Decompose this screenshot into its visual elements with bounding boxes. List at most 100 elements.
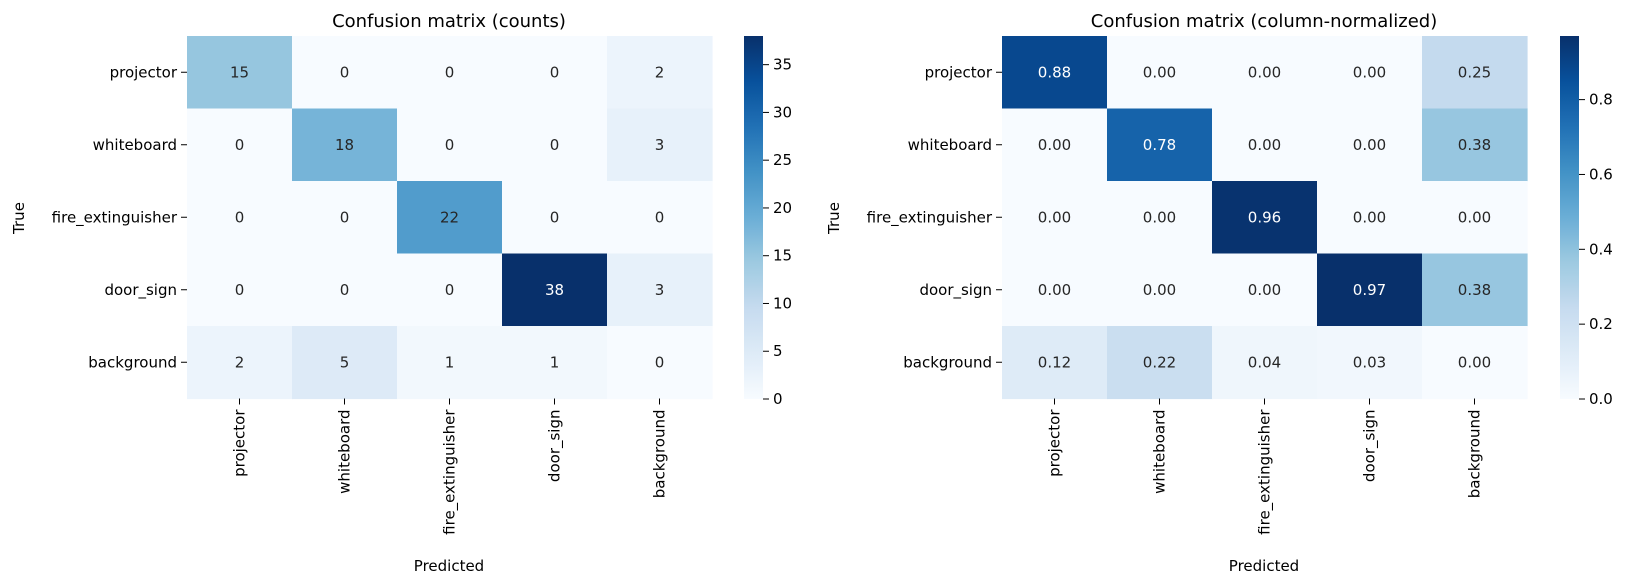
normalized-cell-r4-c4 <box>1422 326 1528 400</box>
normalized-cell-r1-c3 <box>1317 108 1423 182</box>
normalized-cell-r2-c2 <box>1212 181 1318 255</box>
normalized-cell-r3-c1 <box>1107 253 1213 327</box>
counts-cell-r1-c4 <box>607 108 713 182</box>
normalized-cell-label-r1-c4: 0.38 <box>1458 136 1491 154</box>
normalized-cell-r0-c3 <box>1317 36 1423 110</box>
normalized-colorbar-tick-label-0: 0.0 <box>1589 390 1613 408</box>
normalized-cell-label-r0-c4: 0.25 <box>1458 63 1491 81</box>
normalized-cell-label-r4-c4: 0.00 <box>1458 353 1491 371</box>
counts-cell-r2-c3 <box>502 181 608 255</box>
counts-colorbar-tick-label-1: 5 <box>773 342 783 360</box>
counts-cell-r1-c0 <box>187 108 293 182</box>
counts-cell-r3-c3 <box>502 253 608 327</box>
normalized-colorbar-tick-label-4: 0.8 <box>1589 91 1613 109</box>
normalized-colorbar: 0.0 0.2 0.4 0.6 0.8 <box>1560 36 1613 408</box>
normalized-x-tick-label-1: whiteboard <box>1151 410 1169 494</box>
normalized-y-tick-label-2: fire_extinguisher <box>867 208 993 227</box>
counts-cell-label-r4-c1: 5 <box>340 353 350 371</box>
normalized-y-tick-label-1: whiteboard <box>908 136 992 154</box>
counts-cell-label-r1-c1: 18 <box>335 136 354 154</box>
normalized-cell-labels: 0.88 0.00 0.00 0.00 0.25 0.00 0.78 0.00 0.00 0.38… <box>1038 63 1491 371</box>
normalized-x-tick-label-2: fire_extinguisher <box>1256 409 1275 535</box>
counts-cell-label-r3-c0: 0 <box>235 281 245 299</box>
counts-x-tick-label-3: door_sign <box>546 410 565 483</box>
normalized-cell-r4-c1 <box>1107 326 1213 400</box>
counts-cell-label-r4-c2: 1 <box>445 353 455 371</box>
counts-cell-label-r0-c1: 0 <box>340 63 350 81</box>
normalized-cell-label-r3-c2: 0.00 <box>1248 281 1281 299</box>
counts-cell-label-r1-c4: 3 <box>655 136 665 154</box>
counts-cell-r2-c0 <box>187 181 293 255</box>
normalized-chart-title: Confusion matrix (column-normalized) <box>1091 11 1437 32</box>
counts-cell-r3-c4 <box>607 253 713 327</box>
counts-cell-label-r4-c0: 2 <box>235 353 245 371</box>
counts-cell-r0-c2 <box>397 36 503 110</box>
normalized-cell-r1-c2 <box>1212 108 1318 182</box>
normalized-cell-label-r1-c2: 0.00 <box>1248 136 1281 154</box>
counts-cell-r4-c4 <box>607 326 713 400</box>
normalized-x-axis-ticks: projector whiteboard fire_extinguisher door… <box>1046 398 1484 535</box>
counts-cell-label-r2-c4: 0 <box>655 208 665 226</box>
counts-cell-r4-c0 <box>187 326 293 400</box>
normalized-cell-label-r1-c1: 0.78 <box>1143 136 1176 154</box>
normalized-cell-label-r2-c1: 0.00 <box>1143 208 1176 226</box>
normalized-cell-r4-c0 <box>1002 326 1108 400</box>
normalized-cell-r2-c3 <box>1317 181 1423 255</box>
counts-cell-r1-c1 <box>292 108 398 182</box>
normalized-heatmap-cells <box>1002 36 1528 400</box>
counts-colorbar: 0 5 10 15 20 25 30 35 <box>744 36 792 408</box>
counts-y-tick-label-4: background <box>88 353 177 371</box>
normalized-x-tick-label-3: door_sign <box>1361 410 1380 483</box>
counts-cell-label-r0-c2: 0 <box>445 63 455 81</box>
counts-colorbar-tick-label-5: 25 <box>773 151 792 169</box>
counts-cell-r0-c0 <box>187 36 293 110</box>
normalized-cell-r0-c2 <box>1212 36 1318 110</box>
normalized-cell-label-r4-c0: 0.12 <box>1038 353 1071 371</box>
counts-y-axis-ticks: projector whiteboard fire_extinguisherdoor… <box>52 63 187 371</box>
normalized-cell-label-r0-c2: 0.00 <box>1248 63 1281 81</box>
counts-cell-r4-c1 <box>292 326 398 400</box>
normalized-y-axis-label: True <box>825 202 843 235</box>
normalized-colorbar-tick-label-1: 0.2 <box>1589 315 1613 333</box>
counts-heatmap-chart: Confusion matrix (counts) 15 0 0 0 20 18 0 0 30 0… <box>10 11 792 575</box>
counts-cell-r2-c2 <box>397 181 503 255</box>
normalized-colorbar-tick-label-3: 0.6 <box>1589 165 1613 183</box>
counts-x-tick-label-0: projector <box>231 409 249 477</box>
counts-cell-label-r2-c0: 0 <box>235 208 245 226</box>
normalized-cell-label-r4-c3: 0.03 <box>1353 353 1386 371</box>
normalized-y-tick-label-0: projector <box>925 63 993 81</box>
counts-y-tick-label-0: projector <box>110 63 178 81</box>
normalized-y-axis-ticks: projector whiteboard fire_extinguisherdoor… <box>867 63 1002 371</box>
normalized-cell-r3-c3 <box>1317 253 1423 327</box>
counts-y-tick-label-3: door_sign <box>104 281 177 300</box>
normalized-cell-r2-c1 <box>1107 181 1213 255</box>
normalized-colorbar-gradient <box>1560 36 1579 399</box>
normalized-colorbar-tick-label-2: 0.4 <box>1589 240 1613 258</box>
counts-cell-r0-c3 <box>502 36 608 110</box>
counts-x-tick-label-4: background <box>651 410 669 499</box>
counts-cell-labels: 15 0 0 0 2 0 18 0 0 3 0 0 22 0 0 0 0 0 38 3 2 5 1 1 0 <box>230 63 664 371</box>
counts-y-tick-label-2: fire_extinguisher <box>52 208 178 227</box>
counts-cell-r3-c2 <box>397 253 503 327</box>
normalized-cell-label-r2-c4: 0.00 <box>1458 208 1491 226</box>
normalized-cell-r2-c0 <box>1002 181 1108 255</box>
normalized-cell-label-r1-c3: 0.00 <box>1353 136 1386 154</box>
normalized-cell-label-r2-c2: 0.96 <box>1248 208 1281 226</box>
normalized-y-tick-label-4: background <box>903 353 992 371</box>
normalized-cell-r4-c3 <box>1317 326 1423 400</box>
normalized-cell-label-r3-c1: 0.00 <box>1143 281 1176 299</box>
counts-colorbar-gradient <box>744 36 763 399</box>
normalized-cell-r0-c4 <box>1422 36 1528 110</box>
normalized-cell-label-r3-c4: 0.38 <box>1458 281 1491 299</box>
counts-colorbar-tick-label-4: 20 <box>773 199 792 217</box>
counts-cell-label-r1-c2: 0 <box>445 136 455 154</box>
counts-colorbar-tick-label-2: 10 <box>773 294 792 312</box>
counts-colorbar-tick-label-3: 15 <box>773 247 792 265</box>
counts-cell-r0-c1 <box>292 36 398 110</box>
normalized-cell-r0-c0 <box>1002 36 1108 110</box>
normalized-cell-label-r0-c0: 0.88 <box>1038 63 1071 81</box>
normalized-cell-label-r4-c2: 0.04 <box>1248 353 1281 371</box>
normalized-cell-label-r3-c3: 0.97 <box>1353 281 1386 299</box>
counts-colorbar-tick-label-0: 0 <box>773 390 783 408</box>
